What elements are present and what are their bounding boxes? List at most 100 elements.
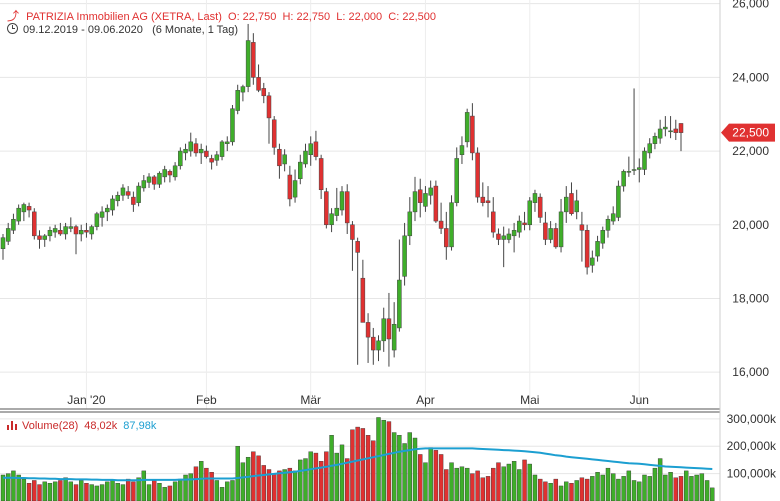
candle [423, 186, 428, 212]
candle [245, 23, 251, 93]
volume-bar [689, 476, 694, 501]
volume-bar [365, 435, 371, 501]
candle [0, 233, 6, 260]
volume-bar [454, 467, 459, 501]
volume-bar [360, 428, 366, 501]
candle [256, 64, 261, 93]
volume-bar [313, 452, 319, 501]
candle [162, 165, 167, 183]
candle [590, 250, 595, 273]
volume-bar [631, 480, 637, 501]
volume-bar [292, 470, 298, 501]
candle [5, 222, 11, 246]
candle [412, 176, 418, 222]
period-header: 09.12.2019 - 09.06.2020 (6 Monate, 1 Tag… [7, 23, 238, 36]
candle [631, 88, 637, 176]
candle [517, 215, 522, 238]
instrument-title: PATRIZIA Immobilien AG (XETRA, Last) [26, 11, 222, 23]
candle [58, 222, 63, 236]
volume-bar [26, 483, 32, 501]
candle [131, 191, 136, 212]
volume-bar [710, 487, 715, 501]
candle [449, 195, 454, 251]
candle [73, 224, 79, 255]
candle [470, 103, 475, 161]
candle [579, 211, 585, 262]
candle [657, 119, 663, 144]
volume-bar [225, 481, 230, 501]
volume-bar [198, 461, 204, 501]
candle [673, 119, 679, 141]
volume-bar [345, 458, 350, 501]
candle [642, 147, 647, 176]
candle [334, 187, 340, 222]
volume-bar [699, 473, 705, 501]
volume-moving-average-line [3, 447, 713, 482]
volume-tick-label: 100,000k [727, 467, 777, 481]
candle [605, 215, 611, 238]
candle [16, 204, 21, 225]
volume-bar [350, 429, 355, 501]
candle [167, 169, 173, 183]
volume-bar [58, 480, 63, 501]
candle [32, 208, 37, 240]
volume-bar [678, 476, 684, 501]
volume-tick-label: 200,000k [727, 439, 777, 453]
volume-bar [381, 420, 386, 501]
volume-bar [553, 478, 559, 501]
candle [84, 222, 89, 238]
candle [151, 175, 157, 190]
volume-bar [433, 450, 439, 501]
candle [475, 147, 480, 203]
volume-bar [668, 472, 673, 501]
candle [225, 136, 230, 152]
volume-bar [329, 435, 334, 501]
candle [339, 186, 345, 216]
candle [11, 213, 16, 234]
candle [204, 145, 209, 159]
volume-bar [386, 421, 392, 501]
candle [214, 151, 220, 166]
volume-bar [600, 474, 605, 501]
candle [178, 147, 183, 170]
candle [172, 162, 178, 181]
candle [63, 222, 68, 240]
volume-bar [605, 467, 611, 501]
volume-bar [444, 469, 449, 501]
candle [308, 136, 313, 166]
candle [115, 191, 120, 207]
candle [188, 132, 194, 157]
volume-bar [272, 473, 277, 501]
candle [678, 123, 684, 152]
volume-bars-icon [7, 421, 18, 430]
candle [496, 228, 501, 246]
volume-bar [532, 474, 538, 501]
candle [47, 226, 53, 242]
open-value: O: 22,750 [228, 11, 277, 23]
volume-bar [464, 467, 470, 501]
y-tick-label: 24,000 [732, 70, 769, 84]
candle [647, 138, 652, 159]
x-tick-label: Jan '20 [67, 393, 106, 407]
candle [564, 186, 569, 223]
candle [569, 182, 574, 216]
volume-value: 48,02k [84, 420, 118, 432]
volume-bar [172, 481, 178, 501]
x-tick-label: Mär [300, 393, 321, 407]
volume-bar [501, 466, 506, 501]
candle [355, 237, 360, 365]
volume-bar [574, 480, 579, 501]
candle [266, 92, 272, 144]
candle [397, 239, 402, 332]
candle [417, 178, 423, 218]
volume-bar [459, 466, 465, 501]
candle [610, 206, 616, 225]
candle [621, 169, 626, 192]
volume-bar [704, 480, 710, 501]
candle [157, 171, 162, 188]
volume-bar [89, 484, 94, 501]
volume-bar [162, 487, 167, 501]
low-value: L: 22,000 [336, 11, 383, 23]
candle [386, 292, 392, 367]
candle [136, 182, 141, 207]
